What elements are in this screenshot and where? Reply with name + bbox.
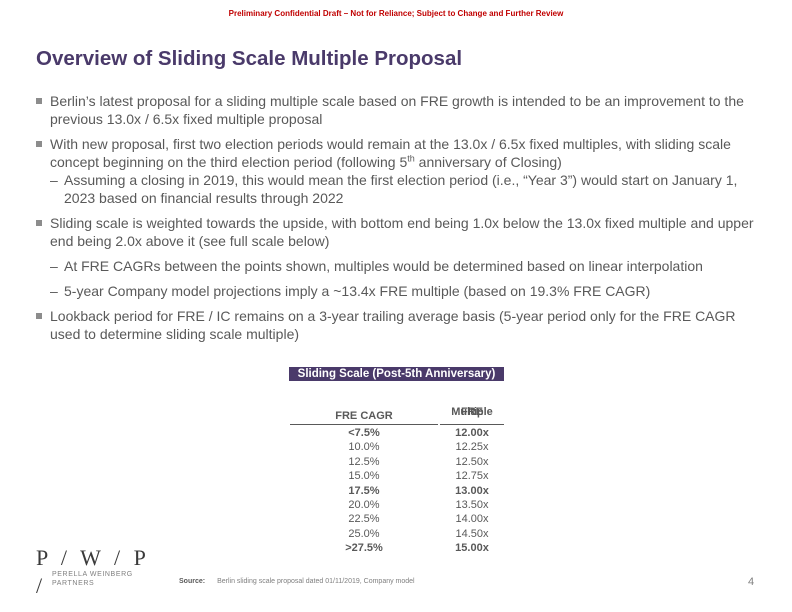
bullet-2: With new proposal, first two election pe… [36,135,758,171]
cagr-cell: 20.0% [348,498,380,511]
multiple-cell: 12.00x [455,427,489,439]
square-bullet-icon [36,141,42,147]
page-number: 4 [748,576,755,588]
cagr-cell: 25.0% [348,527,380,540]
table-row: 20.0% 13.50x [289,499,504,513]
multiple-cell: 14.50x [455,527,489,540]
sub-bullet-1-text: Assuming a closing in 2019, this would m… [64,172,738,206]
table-row: >27.5% 15.00x [289,542,504,556]
square-bullet-icon [36,220,42,226]
logo-mark: P / W / P [36,545,150,570]
bullet-3-text: Sliding scale is weighted towards the up… [50,215,754,249]
page-title: Overview of Sliding Scale Multiple Propo… [36,47,463,70]
cagr-cell: 12.5% [348,455,380,468]
bullet-4-text: Lookback period for FRE / IC remains on … [50,308,736,342]
table-row: 12.5% 12.50x [289,456,504,470]
bullet-list: Berlin’s latest proposal for a sliding m… [36,92,758,343]
table-row: 17.5% 13.00x [289,485,504,499]
multiple-cell: 15.00x [455,542,489,555]
table-row: <7.5% 12.00x [289,427,504,441]
dash-icon: – [50,258,58,274]
company-logo: P / W / P / PERELLA WEINBERG PARTNERS [36,545,150,598]
bullet-2-text: With new proposal, first two election pe… [50,136,731,170]
cagr-cell: <7.5% [348,427,380,439]
cagr-cell: 15.0% [348,470,380,483]
bullet-1-text: Berlin’s latest proposal for a sliding m… [50,93,744,127]
table-title: Sliding Scale (Post-5th Anniversary) [289,367,504,381]
bullet-3: Sliding scale is weighted towards the up… [36,214,758,250]
sub-bullet-3-text: 5-year Company model projections imply a… [64,283,651,299]
source-note: Source: Berlin sliding scale proposal dat… [179,578,415,585]
logo-slash-icon: / [36,573,43,598]
source-label: Source: [179,578,206,585]
multiple-cell: 12.25x [455,441,489,454]
bullet-4: Lookback period for FRE / IC remains on … [36,307,758,343]
square-bullet-icon [36,313,42,319]
sub-bullet-3: – 5-year Company model projections imply… [36,282,758,300]
table-row: 22.5% 14.00x [289,513,504,527]
sub-bullet-2-text: At FRE CAGRs between the points shown, m… [64,258,703,274]
table-row: 10.0% 12.25x [289,441,504,455]
sub-bullet-1: – Assuming a closing in 2019, this would… [36,171,758,207]
confidential-banner: Preliminary Confidential Draft – Not for… [228,9,564,18]
sliding-scale-table: Sliding Scale (Post-5th Anniversary) FRE… [289,367,504,557]
dash-icon: – [50,283,58,299]
multiple-cell: 12.50x [455,455,489,468]
column-header-fre-cagr: FRE CAGR [290,381,438,425]
multiple-cell: 12.75x [455,470,489,483]
multiple-cell: 14.00x [455,513,489,526]
table-body: <7.5% 12.00x 10.0% 12.25x 12.5% 12.50x 15.0… [289,427,504,557]
logo-wordmark: PERELLA WEINBERG PARTNERS [52,571,133,587]
square-bullet-icon [36,98,42,104]
table-row: 25.0% 14.50x [289,528,504,542]
cagr-cell: 10.0% [348,441,380,454]
multiple-cell: 13.00x [455,484,489,497]
cagr-cell: >27.5% [345,542,383,555]
source-text: Berlin sliding scale proposal dated 01/1… [217,578,415,585]
bullet-1: Berlin’s latest proposal for a sliding m… [36,92,758,128]
sub-bullet-2: – At FRE CAGRs between the points shown,… [36,257,758,275]
column-header-fre-multiple: FRE Multiple [440,381,504,425]
cagr-cell: 17.5% [348,484,380,497]
table-column-headers: FRE CAGR FRE Multiple [289,381,504,425]
multiple-cell: 13.50x [455,498,489,511]
cagr-cell: 22.5% [348,513,380,526]
dash-icon: – [50,172,58,188]
table-row: 15.0% 12.75x [289,470,504,484]
